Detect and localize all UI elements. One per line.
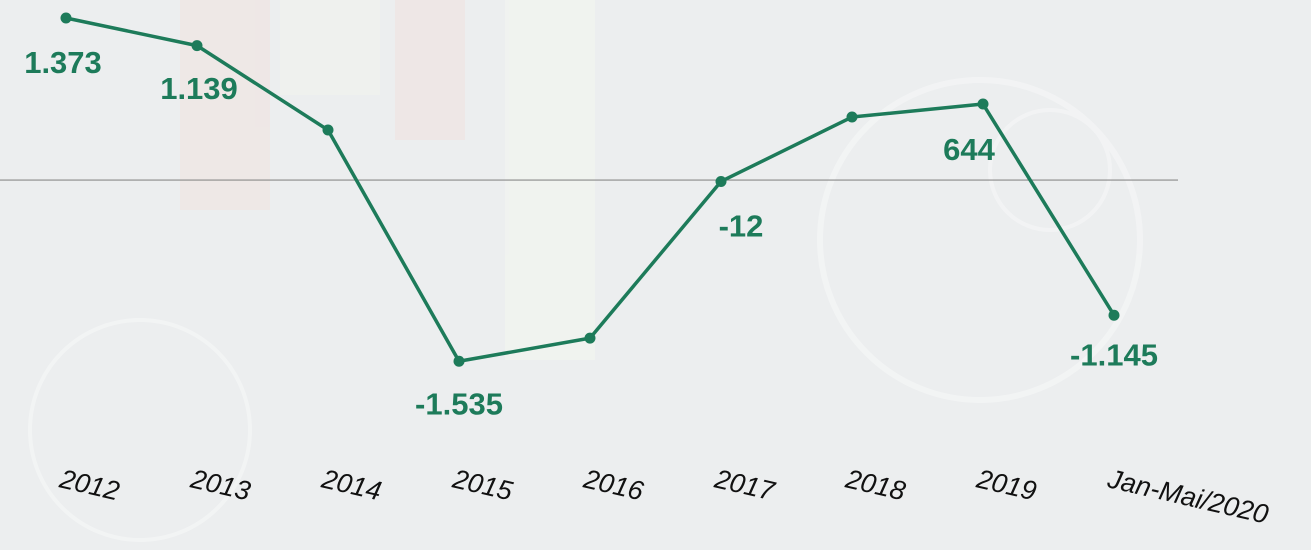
data-label: -1.535 <box>415 386 503 421</box>
point <box>453 355 465 367</box>
data-label: 1.373 <box>24 45 102 80</box>
point <box>191 40 203 52</box>
point <box>584 332 596 344</box>
point <box>1108 309 1120 321</box>
point <box>322 124 334 136</box>
point <box>60 12 72 24</box>
data-label: -12 <box>719 209 764 244</box>
point <box>715 175 727 187</box>
background-decoration <box>28 0 1143 542</box>
point <box>846 111 858 123</box>
data-label: -1.145 <box>1070 337 1158 372</box>
point <box>977 98 989 110</box>
data-label: 644 <box>943 132 995 167</box>
data-label: 1.139 <box>160 71 238 106</box>
